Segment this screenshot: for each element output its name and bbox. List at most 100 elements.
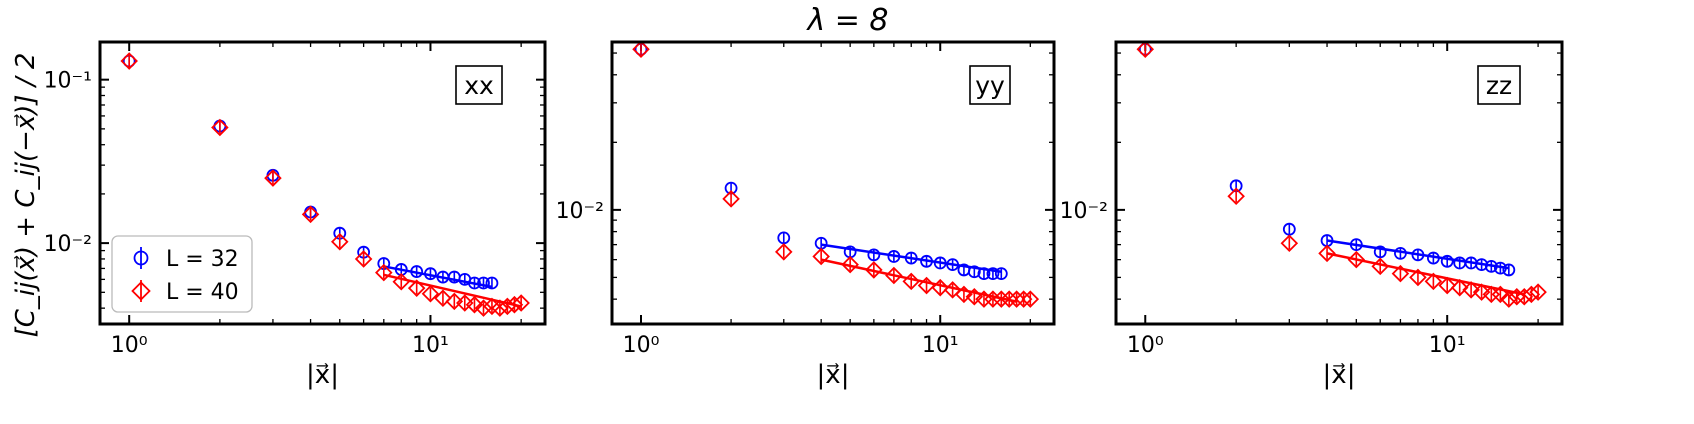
data-point-circle: [977, 267, 991, 280]
panel-xx: 10⁰ 10¹ 10⁻² 10⁻¹ xx |x⃗| L = 32 L = 40: [44, 40, 547, 390]
data-point-diamond: [1438, 276, 1456, 295]
data-point-diamond: [456, 294, 474, 312]
data-point-diamond: [1515, 287, 1534, 306]
series-l-40: [1136, 40, 1547, 308]
data-point-diamond: [1472, 283, 1491, 301]
data-point-diamond: [1347, 250, 1366, 269]
data-point-diamond: [984, 290, 1002, 308]
data-point-diamond: [774, 243, 793, 261]
data-point-circle: [1411, 248, 1425, 262]
data-point-diamond: [330, 232, 349, 251]
x-axis-label: |x⃗|: [1323, 360, 1356, 390]
data-point-diamond: [1409, 268, 1427, 287]
data-point-circle: [424, 267, 437, 281]
panel-yy: 10⁰ 10¹ 10⁻² yy |x⃗|: [556, 40, 1056, 390]
panel-label: yy: [975, 71, 1005, 100]
legend-marker-circle: [133, 250, 149, 266]
y-tick-label: 10⁻²: [44, 232, 92, 257]
data-point-circle: [967, 265, 981, 279]
x-tick-label: 10¹: [922, 333, 959, 358]
data-point-diamond: [498, 297, 517, 316]
data-point-diamond: [1450, 278, 1469, 297]
legend-label: L = 32: [166, 247, 239, 272]
plot-frame: [1114, 40, 1564, 326]
x-tick-label: 10⁰: [1127, 333, 1164, 358]
y-tick-label: 10⁻¹: [44, 69, 92, 94]
data-point-diamond: [955, 285, 973, 304]
y-tick-label: 10⁻²: [1060, 199, 1108, 224]
data-point-circle: [986, 267, 1000, 280]
data-point-circle: [946, 258, 960, 272]
data-point-diamond: [354, 250, 373, 268]
panel-label: xx: [464, 71, 494, 100]
data-point-diamond: [1500, 290, 1518, 308]
data-point-circle: [920, 254, 933, 268]
data-point-diamond: [407, 279, 426, 297]
data-point-diamond: [505, 295, 524, 314]
data-point-diamond: [1280, 234, 1299, 253]
x-tick-label: 10⁰: [111, 333, 148, 358]
data-point-diamond: [1522, 285, 1541, 304]
data-point-diamond: [917, 276, 936, 295]
y-axis-label: [C_ij(x⃗) + C_ij(−x⃗)] / 2: [11, 53, 41, 338]
data-point-diamond: [865, 261, 883, 279]
x-tick-label: 10¹: [1429, 333, 1466, 358]
data-point-diamond: [885, 266, 903, 285]
data-point-diamond: [1000, 290, 1018, 308]
data-point-diamond: [1014, 290, 1033, 308]
x-axis-label: |x⃗|: [817, 360, 850, 390]
data-point-circle: [468, 276, 481, 290]
data-point-diamond: [465, 295, 484, 314]
data-point-diamond: [1424, 272, 1443, 291]
data-point-diamond: [375, 263, 393, 282]
panel-label: zz: [1486, 71, 1512, 100]
data-point-diamond: [512, 294, 530, 312]
data-point-diamond: [491, 299, 509, 317]
series-l-32: [634, 42, 1008, 280]
data-point-circle: [887, 250, 901, 263]
legend: L = 32 L = 40: [111, 235, 253, 313]
data-point-diamond: [264, 169, 282, 187]
x-tick-label: 10¹: [412, 333, 449, 358]
data-point-diamond: [1491, 285, 1510, 304]
legend-marker-diamond: [131, 281, 151, 301]
data-point-diamond: [1227, 187, 1245, 206]
panel-zz: 10⁰ 10¹ 10⁻² zz |x⃗|: [1060, 40, 1564, 390]
data-point-circle: [477, 276, 490, 290]
data-point-diamond: [1508, 287, 1526, 306]
data-point-diamond: [1462, 281, 1480, 299]
data-point-circle: [1484, 259, 1498, 273]
data-point-diamond: [474, 299, 493, 317]
data-point-diamond: [434, 289, 452, 308]
data-point-diamond: [120, 52, 138, 70]
data-point-diamond: [1318, 244, 1336, 263]
data-point-circle: [1440, 254, 1454, 268]
data-point-diamond: [445, 292, 464, 311]
data-point-diamond: [992, 290, 1011, 308]
data-point-circle: [1493, 261, 1507, 275]
data-point-circle: [1349, 238, 1363, 252]
data-point-diamond: [211, 118, 229, 137]
data-point-circle: [867, 248, 881, 262]
data-point-diamond: [812, 247, 830, 266]
data-point-circle: [1426, 251, 1440, 265]
data-point-circle: [994, 267, 1008, 280]
plot-frame: [610, 40, 1056, 326]
data-point-diamond: [1007, 290, 1026, 308]
series-l-32: [1138, 42, 1516, 277]
data-point-diamond: [1529, 283, 1547, 301]
plot-frame: [98, 40, 547, 326]
data-point-diamond: [943, 281, 962, 299]
data-point-diamond: [931, 278, 950, 297]
data-point-diamond: [722, 190, 740, 208]
data-point-diamond: [1371, 257, 1389, 276]
y-tick-label: 10⁻²: [556, 199, 604, 224]
data-point-diamond: [301, 205, 320, 224]
x-tick-label: 10⁰: [623, 333, 660, 358]
data-point-circle: [933, 256, 947, 270]
data-point-circle: [1475, 258, 1489, 272]
data-point-circle: [1373, 245, 1387, 259]
data-point-circle: [485, 276, 499, 290]
